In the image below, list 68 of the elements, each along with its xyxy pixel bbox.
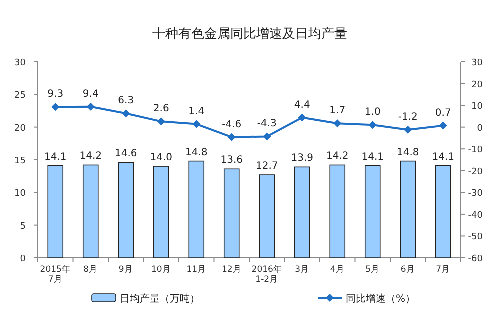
data-label: 9.3 [48, 89, 64, 100]
data-label: -4.3 [257, 118, 277, 130]
data-label: 14.8 [185, 147, 208, 158]
y-tick-label: 15 [14, 156, 26, 166]
point [404, 126, 412, 134]
point [86, 102, 95, 111]
point [263, 132, 272, 141]
data-label: 4.4 [294, 100, 310, 111]
data-label: 14.8 [396, 147, 420, 158]
x-tick-label: 5月 [366, 265, 380, 275]
point [192, 120, 201, 128]
data-label: 14.0 [150, 152, 173, 164]
y2-tick-label: -10 [468, 146, 484, 156]
x-tick-label: 8月 [84, 265, 98, 275]
data-label: -1.2 [398, 112, 418, 123]
data-label: 0.7 [435, 108, 452, 119]
y2-tick-label: -20 [468, 167, 484, 178]
y2-tick-label: -40 [468, 210, 484, 221]
y-tick-label: 10 [14, 189, 26, 200]
y-tick-label: 30 [14, 58, 26, 68]
y2-tick-label: 0 [477, 124, 484, 134]
data-label: 14.1 [362, 152, 384, 163]
legend-label: 日均产量（万吨） [120, 293, 200, 305]
y-tick-label: 5 [20, 222, 26, 232]
data-label: 1.0 [364, 107, 381, 118]
data-label: 13.6 [220, 155, 244, 166]
data-label: 1.7 [330, 106, 346, 117]
data-label: 1.4 [188, 106, 205, 118]
point [439, 122, 448, 130]
data-label: 9.4 [82, 88, 99, 100]
x-tick-label: 3月 [295, 265, 310, 275]
x-tick-label: 2015年 7月 [40, 264, 71, 285]
chart-title: 十种有色金属同比增速及日均产量 [152, 27, 348, 42]
data-label: -4.6 [222, 119, 242, 130]
point [122, 110, 130, 118]
data-label: 14.2 [80, 151, 102, 162]
x-tick-label: 6月 [400, 265, 416, 275]
y2-tick-label: -30 [468, 189, 484, 200]
data-label: 12.7 [256, 161, 278, 172]
data-label: 6.3 [118, 96, 134, 107]
point [228, 133, 236, 142]
data-label: 13.9 [291, 153, 314, 164]
point [52, 103, 60, 112]
x-tick-label: 9月 [118, 265, 134, 275]
y-tick-label: 0 [20, 254, 26, 264]
y-tick-label: 20 [14, 124, 26, 134]
point [157, 118, 166, 126]
y2-tick-label: -50 [468, 232, 484, 243]
x-tick-label: 4月 [330, 265, 345, 275]
y2-tick-label: -60 [468, 254, 484, 264]
x-tick-label: 2016年 1-2月 [252, 264, 282, 285]
point [334, 120, 342, 128]
point [368, 121, 377, 130]
legend-label: 同比增速（%） [346, 293, 416, 305]
y-tick-label: 25 [14, 91, 26, 102]
y2-tick-label: 10 [472, 102, 484, 112]
x-tick-label: 10月 [151, 265, 172, 275]
data-label: 14.2 [326, 151, 349, 162]
x-tick-label: 12月 [222, 265, 242, 275]
y2-tick-label: 30 [472, 58, 484, 68]
data-label: 14.1 [432, 152, 455, 163]
x-tick-label: 7月 [436, 265, 451, 275]
x-tick-label: 11月 [186, 265, 207, 275]
point [298, 114, 306, 122]
data-label: 2.6 [153, 104, 170, 115]
data-label: 14.1 [44, 152, 67, 163]
data-label: 14.6 [114, 148, 138, 160]
y2-tick-label: 20 [472, 80, 484, 90]
